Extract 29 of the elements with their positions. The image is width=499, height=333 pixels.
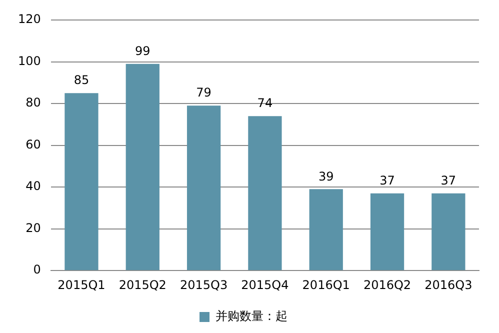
data-label: 74 <box>257 96 273 110</box>
x-tick-label: 2015Q2 <box>118 278 166 292</box>
data-label: 37 <box>440 173 456 188</box>
data-label: 99 <box>135 44 150 58</box>
y-tick-label: 100 <box>18 54 41 68</box>
x-tick-label: 2016Q1 <box>302 278 350 292</box>
bar <box>64 93 98 270</box>
y-tick-label: 80 <box>26 96 41 110</box>
data-label: 37 <box>380 173 395 188</box>
bar <box>432 193 466 270</box>
data-label: 79 <box>196 86 212 100</box>
y-tick-label: 0 <box>33 262 41 277</box>
bar <box>186 106 221 270</box>
x-tick-label: 2016Q3 <box>424 278 472 292</box>
y-tick-label: 20 <box>26 220 41 235</box>
legend-label: 并购数量：起 <box>216 309 288 324</box>
x-tick-label: 2015Q3 <box>180 278 228 292</box>
bar <box>370 193 404 270</box>
x-tick-label: 2016Q2 <box>363 278 412 292</box>
y-tick-label: 120 <box>18 12 41 26</box>
x-tick-label: 2015Q4 <box>241 278 289 292</box>
y-tick-label: 60 <box>26 137 41 152</box>
y-tick-label: 40 <box>26 179 41 194</box>
data-label: 39 <box>318 169 334 184</box>
data-label: 85 <box>74 73 90 88</box>
bar <box>248 116 282 270</box>
bar <box>126 64 160 270</box>
bar <box>309 189 343 270</box>
x-tick-label: 2015Q1 <box>58 278 106 292</box>
